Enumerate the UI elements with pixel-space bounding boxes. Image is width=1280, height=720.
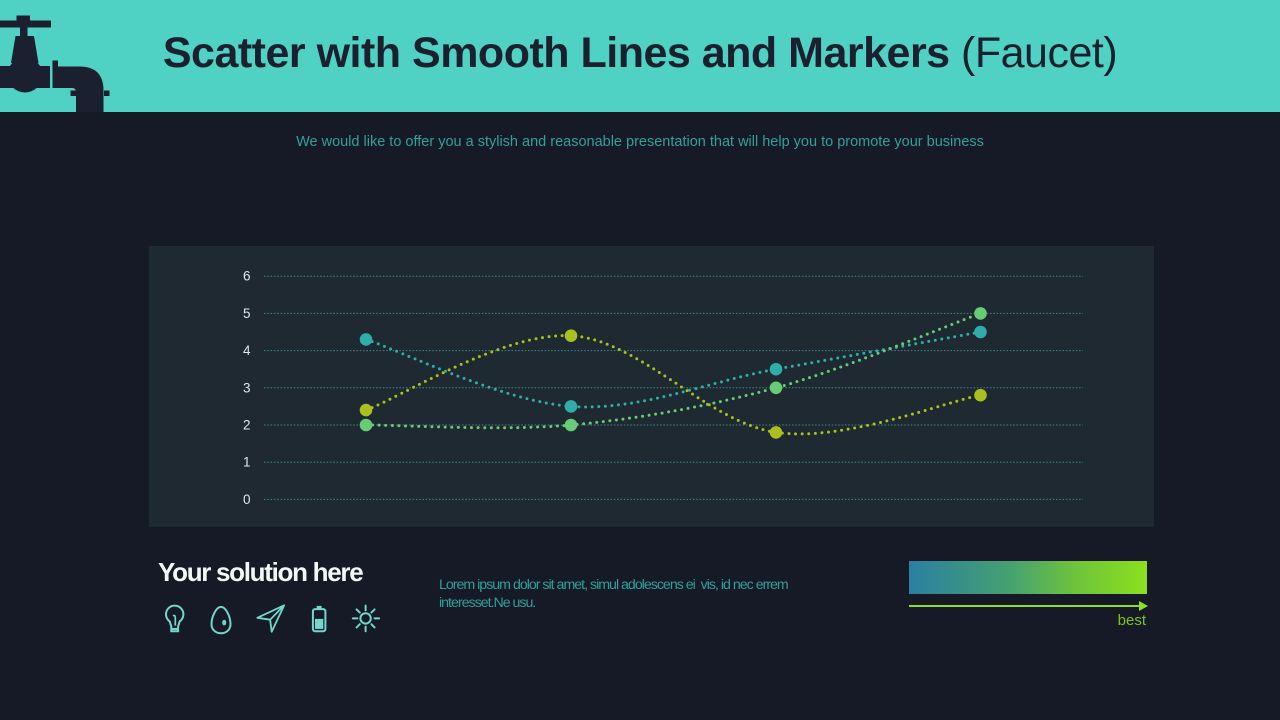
svg-text:5: 5 [243, 306, 251, 321]
svg-text:0: 0 [243, 492, 251, 507]
svg-text:2: 2 [243, 418, 251, 433]
svg-text:6: 6 [243, 269, 251, 284]
svg-text:3: 3 [243, 380, 251, 395]
svg-text:1: 1 [243, 455, 251, 470]
svg-text:4: 4 [243, 343, 251, 358]
